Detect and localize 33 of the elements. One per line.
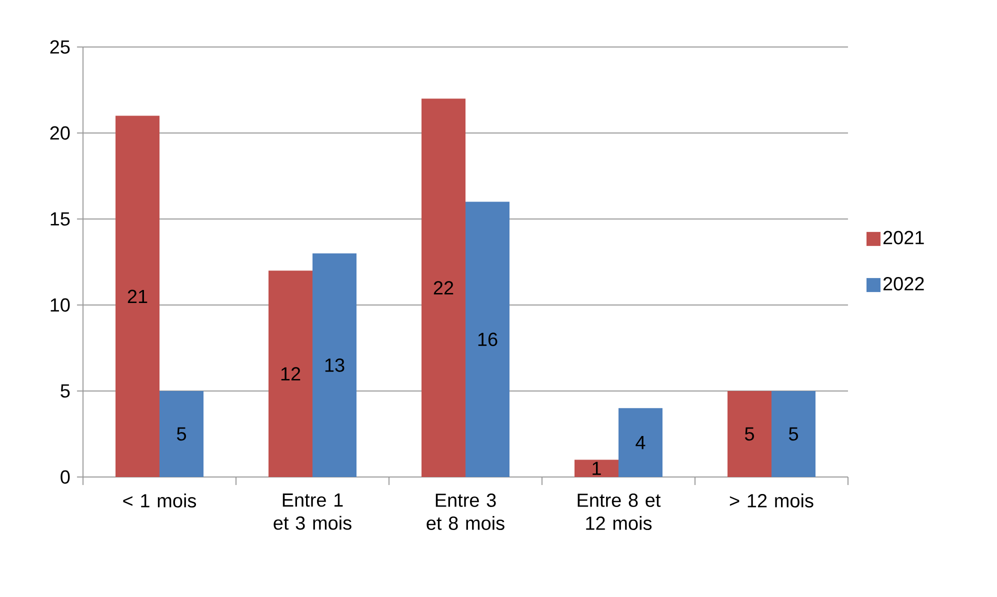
x-tick-label: > 12 mois — [730, 494, 814, 508]
x-tick-label: Entre 8 et 12 mois — [578, 494, 661, 530]
y-tick-label: 0 — [60, 470, 70, 484]
data-label: 5 — [744, 427, 754, 441]
y-tick-label: 5 — [60, 384, 70, 398]
bar — [466, 202, 510, 477]
legend-label: 2022 — [883, 276, 924, 290]
data-label: 1 — [592, 462, 601, 475]
bar — [268, 270, 313, 477]
y-tick-label: 25 — [50, 40, 70, 54]
data-label: 12 — [281, 367, 300, 380]
x-tick-label: < 1 mois — [123, 494, 196, 508]
bar — [772, 390, 816, 477]
y-tick-label: 20 — [50, 126, 70, 140]
bar — [312, 253, 357, 477]
data-label: 22 — [434, 281, 454, 294]
bar — [618, 408, 662, 477]
y-tick-label: 15 — [50, 212, 70, 226]
x-tick-label: Entre 3 et 8 mois — [426, 494, 504, 530]
bar — [160, 390, 204, 477]
x-tick-label: Entre 1 et 3 mois — [274, 494, 352, 530]
bar — [574, 460, 618, 477]
legend-label: 2021 — [883, 230, 924, 244]
data-label: 13 — [325, 358, 344, 372]
data-label: 5 — [176, 427, 186, 441]
y-tick-label: 10 — [50, 298, 70, 312]
bar — [728, 390, 772, 477]
bar — [422, 98, 466, 477]
bar — [116, 116, 160, 477]
data-label: 16 — [478, 332, 498, 346]
data-label: 4 — [636, 436, 646, 450]
data-label: 5 — [788, 427, 798, 441]
data-label: 21 — [128, 290, 148, 304]
